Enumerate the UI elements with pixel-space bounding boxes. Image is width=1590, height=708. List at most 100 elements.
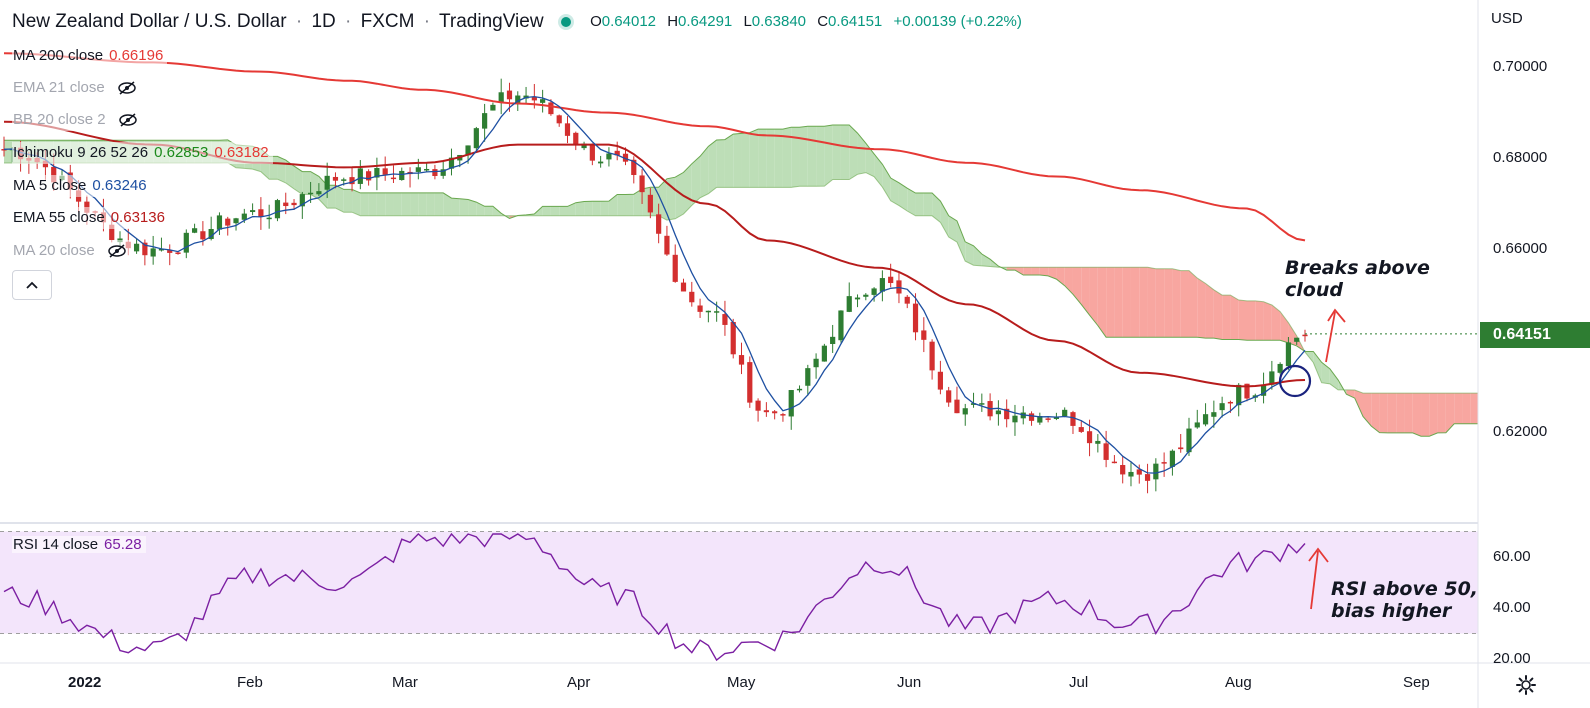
indicator-bb20[interactable]: BB 20 close 2 [12,109,142,131]
cloud-segment [1188,270,1198,338]
candle-body [266,217,272,220]
cloud-segment [1081,267,1090,316]
cloud-segment [882,164,891,201]
cloud-segment [923,192,933,216]
cloud-segment [1512,393,1520,400]
candle-body [705,310,711,313]
rsi-legend[interactable]: RSI 14 close 65.28 [12,536,146,553]
time-tick: Mar [392,674,418,691]
cloud-segment [774,129,783,188]
cloud-segment [550,206,560,216]
eye-crossed-icon[interactable] [118,113,138,127]
low-value: 0.63840 [751,13,807,31]
candle-body [672,254,678,282]
indicator-ma20[interactable]: MA 20 close [12,240,131,262]
ohlc-values: O0.64012 H0.64291 L0.63840 C0.64151 +0.0… [590,13,1029,30]
cloud-segment [1379,393,1388,433]
candle-body [1236,384,1242,406]
candle-body [631,159,637,175]
candle-body [813,358,819,368]
time-tick: Sep [1403,674,1430,691]
candle-body [225,218,231,226]
timeframe[interactable]: 1D [311,11,336,32]
cloud-segment [1164,268,1173,338]
candle-body [390,177,397,180]
symbol-name[interactable]: New Zealand Dollar / U.S. Dollar [12,11,287,32]
cloud-segment [1479,393,1487,424]
cloud-segment [376,192,386,216]
currency-selector[interactable]: USD [1491,10,1523,27]
cloud-segment [1454,393,1463,424]
eye-crossed-icon[interactable] [117,81,137,95]
candle-body [830,336,836,344]
candle-body [1244,383,1250,399]
candle-body [415,167,421,172]
cloud-segment [617,194,626,216]
candle-body [747,362,753,403]
candle-body [937,371,943,390]
candle-body [1045,418,1051,420]
cloud-segment [584,201,593,216]
cloud-segment [1114,267,1123,338]
cloud-segment [724,134,734,188]
candle-body [863,294,869,297]
leading-span-b [4,162,1478,394]
cloud-segment [741,132,750,188]
cloud-segment [1056,267,1065,286]
cloud-segment [915,192,924,216]
open-value: 0.64012 [601,13,657,31]
candle-body [233,218,239,224]
candle-body [979,403,985,405]
gear-icon[interactable] [1515,674,1537,696]
cloud-segment [1097,267,1107,338]
cloud-segment [733,133,742,188]
candle-body [349,177,355,185]
candle-body [142,242,148,256]
indicator-ichimoku[interactable]: Ichimoku 9 26 52 26 0.62853 0.63182 [12,142,273,164]
candle-body [1136,469,1142,475]
candle-body [888,276,894,284]
cloud-segment [1363,393,1372,427]
cloud-segment [700,146,709,198]
cloud-segment [1089,267,1098,326]
candle-body [664,235,670,255]
cloud-segment [683,163,692,214]
candle-body [1086,431,1093,444]
indicator-ema21[interactable]: EMA 21 close [12,77,141,99]
collapse-legend-button[interactable] [12,270,52,300]
price-tick: 0.70000 [1493,58,1548,75]
cloud-segment [907,188,916,216]
candle-body [332,176,339,181]
candle-body [772,411,778,414]
candles-layer [1,78,1308,494]
candle-body [366,171,372,181]
candle-body [656,214,662,234]
indicator-label: EMA 55 close [13,209,105,226]
candle-body [1120,465,1126,475]
cloud-segment [758,129,767,188]
breakout-circle [1278,364,1312,398]
live-status-dot [560,16,571,27]
candle-body [440,169,446,176]
candle-body [200,231,206,240]
rsi-band [0,531,1478,634]
candle-body [241,213,247,220]
indicator-ma200[interactable]: MA 200 close 0.66196 [12,45,168,67]
cloud-segment [459,198,469,216]
rsi-label: RSI 14 close [13,536,99,553]
indicator-label: MA 200 close [13,47,104,64]
cloud-segment [277,156,286,183]
eye-crossed-icon[interactable] [107,244,127,258]
time-tick: Jul [1069,674,1089,691]
cloud-segment [418,192,427,216]
candle-body [482,113,488,129]
candle-body [714,311,720,313]
candle-body [51,166,57,183]
candle-body [1169,450,1176,467]
indicator-ema55[interactable]: EMA 55 close 0.63136 [12,207,169,229]
exchange: FXCM [360,11,415,32]
cloud-segment [956,220,966,262]
candle-body [1186,428,1192,453]
indicator-ma5[interactable]: MA 5 close 0.63246 [12,175,151,197]
